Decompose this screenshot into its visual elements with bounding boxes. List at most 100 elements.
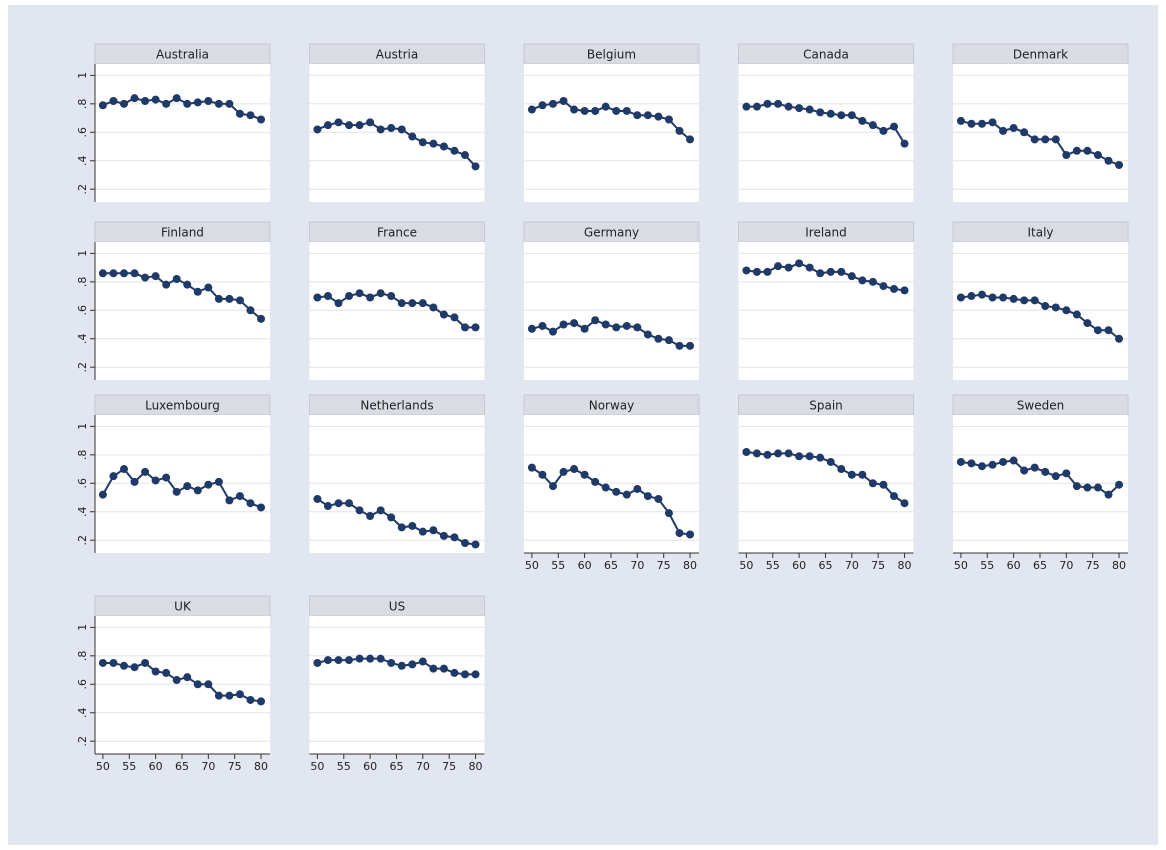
point: [580, 470, 589, 479]
point: [429, 664, 438, 673]
point: [334, 656, 343, 665]
point: [355, 506, 364, 515]
x-tick-label: 80: [898, 559, 912, 572]
point: [397, 523, 406, 532]
point: [1083, 319, 1092, 328]
point: [988, 460, 997, 469]
point: [109, 658, 118, 667]
point: [570, 465, 579, 474]
panel-title: Ireland: [805, 226, 847, 240]
point: [837, 111, 846, 120]
point: [868, 479, 877, 488]
x-tick-label: 65: [604, 559, 618, 572]
point: [868, 277, 877, 286]
x-tick-label: 65: [818, 559, 832, 572]
y-tick-label: .2: [76, 736, 89, 747]
y-tick-label: .8: [76, 651, 89, 662]
point: [1009, 456, 1018, 465]
point: [98, 490, 107, 499]
point: [257, 115, 266, 124]
point: [214, 294, 223, 303]
point: [1020, 466, 1029, 475]
point: [1020, 296, 1029, 305]
panel-title: UK: [174, 600, 192, 614]
point: [1083, 146, 1092, 155]
point: [172, 274, 181, 283]
point: [130, 269, 139, 278]
point: [977, 290, 986, 299]
x-tick-label: 70: [630, 559, 644, 572]
point: [376, 125, 385, 134]
point: [98, 658, 107, 667]
series-line: [960, 119, 1120, 166]
point: [460, 539, 469, 548]
plot-area: [953, 242, 1128, 380]
point: [816, 108, 825, 117]
panel-title: Canada: [803, 48, 849, 62]
x-tick-label: 65: [175, 760, 189, 773]
point: [752, 102, 761, 111]
point: [193, 287, 202, 296]
point: [591, 316, 600, 325]
point: [450, 313, 459, 322]
point: [1030, 463, 1039, 472]
point: [900, 139, 909, 148]
point: [742, 102, 751, 111]
point: [956, 116, 965, 125]
x-tick-label: 50: [739, 559, 753, 572]
x-tick-label: 75: [871, 559, 885, 572]
point: [387, 658, 396, 667]
point: [538, 470, 547, 479]
point: [868, 121, 877, 130]
point: [313, 658, 322, 667]
x-tick-label: 75: [442, 760, 456, 773]
point: [450, 146, 459, 155]
y-tick-label: .4: [76, 155, 89, 166]
y-tick-label: 1: [76, 624, 89, 631]
point: [612, 487, 621, 496]
point: [847, 272, 856, 281]
point: [527, 324, 536, 333]
x-tick-label: 70: [845, 559, 859, 572]
point: [847, 111, 856, 120]
x-tick-label: 80: [1112, 559, 1126, 572]
point: [559, 96, 568, 105]
series-line: [102, 661, 262, 703]
x-tick-label: 50: [954, 559, 968, 572]
point: [858, 116, 867, 125]
point: [580, 324, 589, 333]
point: [559, 320, 568, 329]
y-tick-label: 1: [76, 423, 89, 430]
point: [548, 482, 557, 491]
point: [633, 484, 642, 493]
point: [345, 292, 354, 301]
point: [1072, 310, 1081, 319]
point: [784, 449, 793, 458]
point: [141, 273, 150, 282]
point: [591, 106, 600, 115]
series-line: [531, 319, 691, 347]
y-tick-label: 1: [76, 250, 89, 257]
point: [999, 457, 1008, 466]
panel-title: France: [377, 226, 417, 240]
point: [763, 450, 772, 459]
point: [559, 467, 568, 476]
series-line: [317, 121, 477, 168]
plot-area: [524, 64, 699, 202]
point: [686, 135, 695, 144]
point: [141, 467, 150, 476]
panel-title: Norway: [589, 399, 635, 413]
point: [214, 477, 223, 486]
point: [1072, 146, 1081, 155]
point: [601, 102, 610, 111]
point: [664, 115, 673, 124]
point: [1051, 135, 1060, 144]
plot-area: [95, 415, 270, 553]
point: [246, 111, 255, 120]
point: [784, 263, 793, 272]
point: [570, 105, 579, 114]
y-tick-label: .2: [76, 535, 89, 546]
point: [471, 670, 480, 679]
point: [1104, 326, 1113, 335]
point: [471, 540, 480, 549]
